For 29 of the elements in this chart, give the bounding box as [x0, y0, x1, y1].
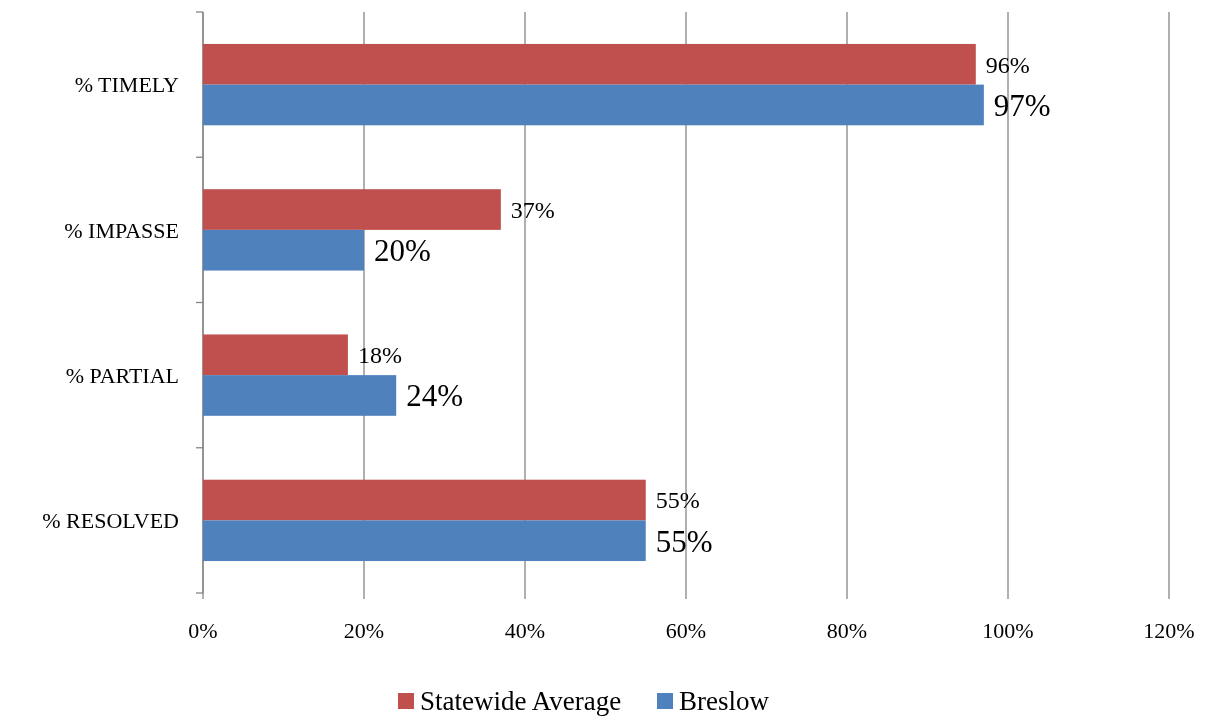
bar [203, 479, 646, 521]
bar [203, 43, 976, 85]
x-tick-label: 20% [343, 618, 385, 643]
bar [203, 229, 364, 271]
data-label: 18% [357, 342, 402, 369]
bar [203, 375, 397, 416]
legend-label: Breslow [679, 686, 770, 717]
data-label: 55% [655, 523, 713, 559]
y-tick-label: % TIMELY [74, 72, 180, 98]
bar [203, 334, 348, 376]
x-tick-label: 80% [826, 618, 868, 643]
data-label: 97% [993, 87, 1051, 123]
x-tick-label: 0% [188, 618, 218, 643]
y-tick-label: % IMPASSE [64, 217, 179, 243]
data-label: 55% [655, 487, 700, 514]
legend-label: Statewide Average [420, 686, 622, 717]
x-tick-label: 40% [504, 618, 546, 643]
data-label: 37% [510, 196, 555, 223]
data-label: 20% [374, 233, 431, 269]
bar [203, 520, 646, 562]
bar [203, 84, 984, 126]
bar [203, 189, 501, 230]
x-tick-label: 100% [982, 618, 1034, 643]
y-tick-label: % RESOLVED [42, 508, 179, 534]
x-tick-label: 60% [665, 618, 707, 643]
data-label: 24% [406, 378, 464, 414]
y-tick-label: % PARTIAL [65, 362, 179, 388]
x-tick-label: 120% [1143, 618, 1195, 643]
data-label: 96% [985, 51, 1030, 78]
